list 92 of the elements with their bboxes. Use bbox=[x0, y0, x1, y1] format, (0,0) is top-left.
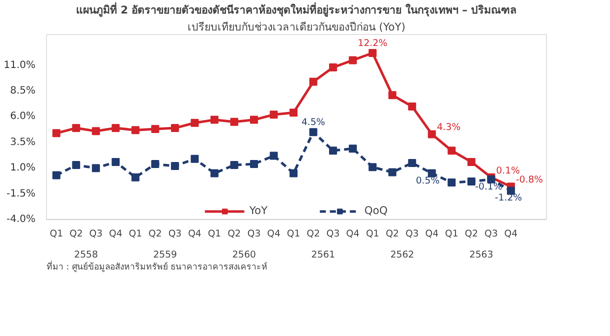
y-tick-label: -4.0% bbox=[6, 214, 36, 225]
y-tick-label: 6.0% bbox=[10, 111, 36, 122]
point bbox=[329, 63, 338, 72]
point bbox=[428, 130, 436, 138]
point bbox=[170, 162, 179, 170]
point bbox=[250, 116, 258, 124]
point bbox=[210, 169, 218, 178]
x-tick-label: Q1 bbox=[128, 228, 142, 240]
y-tick-label: 11.0% bbox=[4, 60, 36, 71]
point bbox=[131, 126, 140, 134]
point bbox=[112, 158, 120, 166]
x-tick-label: Q2 bbox=[70, 228, 83, 240]
point bbox=[290, 169, 298, 178]
point bbox=[131, 173, 140, 182]
x-tick-label: Q4 bbox=[109, 228, 122, 240]
y-tick-label: 3.5% bbox=[10, 136, 36, 148]
point bbox=[151, 125, 160, 134]
point bbox=[151, 160, 160, 168]
data-label: 0.5% bbox=[416, 175, 440, 186]
y-tick-label: 1.0% bbox=[10, 162, 36, 174]
point bbox=[368, 49, 377, 57]
x-tick-label: Q3 bbox=[247, 228, 261, 240]
point bbox=[72, 124, 80, 132]
data-label: 4.3% bbox=[436, 122, 461, 134]
x-tick-label: Q1 bbox=[445, 228, 458, 240]
data-label: -0.1% bbox=[475, 181, 502, 192]
point bbox=[388, 91, 396, 100]
data-label: -0.8% bbox=[516, 174, 544, 186]
text: 2560 bbox=[232, 250, 256, 260]
legend-label: YoY bbox=[249, 204, 268, 217]
text: 2562 bbox=[390, 250, 414, 260]
point bbox=[270, 110, 278, 119]
x-tick-label: Q3 bbox=[326, 228, 340, 240]
point bbox=[448, 146, 456, 155]
x-tick-label: Q3 bbox=[405, 228, 419, 240]
text: 2559 bbox=[153, 250, 178, 260]
x-tick-label: Q4 bbox=[346, 228, 360, 240]
x-tick-label: Q1 bbox=[50, 228, 64, 240]
x-tick-label: Q4 bbox=[425, 228, 439, 240]
point bbox=[210, 116, 218, 124]
x-tick-label: Q2 bbox=[228, 228, 241, 240]
point bbox=[72, 161, 80, 170]
point bbox=[309, 128, 318, 136]
point bbox=[190, 118, 199, 127]
x-tick-label: Q1 bbox=[208, 228, 222, 240]
x-tick-label: Q2 bbox=[386, 228, 399, 240]
y-tick-label: 8.5% bbox=[10, 86, 36, 97]
text: 2558 bbox=[74, 250, 98, 260]
point bbox=[368, 163, 377, 172]
x-tick-label: Q3 bbox=[89, 228, 103, 240]
point bbox=[467, 158, 476, 166]
x-tick-label: Q2 bbox=[148, 228, 162, 240]
x-tick-label: Q3 bbox=[168, 228, 182, 240]
x-tick-label: Q4 bbox=[504, 228, 518, 240]
x-tick-label: Q3 bbox=[484, 228, 498, 240]
chart-title: แผนภูมิที่ 2 อัตราขยายตัวของดัชนีราคาห้องชุดใหม่ที่อยู่ระหว่างการขาย ในกรุงเทพฯ – ปริมณฑล bbox=[76, 2, 518, 18]
point bbox=[309, 78, 318, 86]
point bbox=[230, 118, 238, 126]
x-tick-label: Q1 bbox=[366, 228, 380, 240]
x-tick-label: Q4 bbox=[188, 228, 202, 240]
legend-label: QoQ bbox=[364, 204, 388, 217]
text: 2561 bbox=[311, 250, 336, 260]
point bbox=[348, 56, 357, 64]
chart-subtitle: เปรียบเทียบกับช่วงเวลาเดียวกันของปีก่อน (YoY) bbox=[188, 20, 406, 34]
point bbox=[92, 164, 100, 172]
point bbox=[448, 178, 456, 186]
y-tick-label: -1.5% bbox=[6, 188, 36, 200]
point bbox=[408, 102, 416, 110]
point bbox=[290, 108, 298, 117]
x-tick-label: Q1 bbox=[286, 228, 300, 240]
point bbox=[112, 124, 120, 132]
x-tick-label: Q2 bbox=[464, 228, 478, 240]
point bbox=[408, 158, 416, 167]
data-label: 4.5% bbox=[301, 117, 326, 128]
point bbox=[52, 129, 60, 138]
data-label: 12.2% bbox=[358, 38, 388, 49]
point bbox=[230, 161, 238, 170]
point bbox=[190, 154, 199, 163]
point bbox=[250, 160, 258, 168]
point bbox=[170, 124, 179, 132]
point bbox=[92, 127, 100, 136]
point bbox=[52, 171, 60, 180]
point bbox=[329, 146, 338, 155]
point bbox=[388, 168, 396, 176]
point bbox=[467, 177, 476, 186]
point bbox=[348, 144, 357, 153]
x-tick-label: Q2 bbox=[306, 228, 320, 240]
text: 2563 bbox=[469, 250, 494, 260]
point bbox=[270, 152, 278, 160]
text: ที่มา : ศูนย์ข้อมูลอสังหาริมทรัพย์ ธนาคารอาคารสงเคราะห์ bbox=[46, 260, 268, 272]
data-label: 0.1% bbox=[496, 165, 520, 176]
x-tick-label: Q4 bbox=[267, 228, 280, 240]
